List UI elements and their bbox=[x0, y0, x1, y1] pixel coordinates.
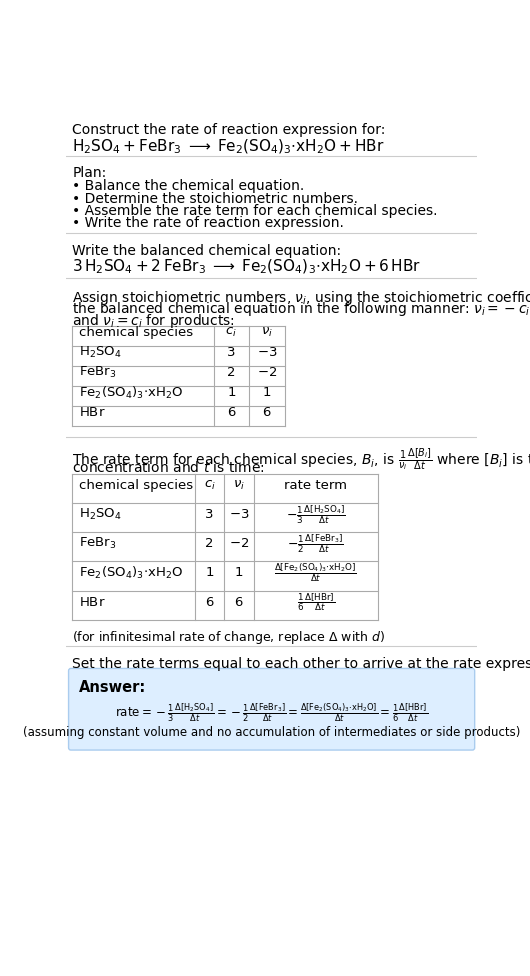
Text: $\mathrm{3\,H_2SO_4 + 2\,FeBr_3 \;\longrightarrow\; Fe_2(SO_4)_3{\cdot}xH_2O + 6: $\mathrm{3\,H_2SO_4 + 2\,FeBr_3 \;\longr… bbox=[73, 258, 422, 276]
Text: $c_i$: $c_i$ bbox=[225, 326, 237, 340]
Text: $\nu_i$: $\nu_i$ bbox=[261, 326, 273, 340]
Text: $6$: $6$ bbox=[234, 595, 244, 609]
Text: $6$: $6$ bbox=[262, 406, 272, 420]
Text: (assuming constant volume and no accumulation of intermediates or side products): (assuming constant volume and no accumul… bbox=[23, 726, 520, 739]
Text: Assign stoichiometric numbers, $\nu_i$, using the stoichiometric coefficients, $: Assign stoichiometric numbers, $\nu_i$, … bbox=[73, 289, 530, 306]
Text: 2: 2 bbox=[227, 366, 235, 380]
Text: $\mathrm{rate} = -\frac{1}{3}\frac{\Delta[\mathrm{H_2SO_4}]}{\Delta t} = -\frac{: $\mathrm{rate} = -\frac{1}{3}\frac{\Delt… bbox=[115, 702, 428, 724]
Text: Write the balanced chemical equation:: Write the balanced chemical equation: bbox=[73, 244, 341, 259]
Text: 3: 3 bbox=[206, 508, 214, 521]
Text: $1$: $1$ bbox=[262, 386, 271, 399]
Text: concentration and $t$ is time:: concentration and $t$ is time: bbox=[73, 460, 265, 474]
Text: 6: 6 bbox=[206, 595, 214, 609]
Text: $-3$: $-3$ bbox=[229, 508, 249, 521]
Text: $\mathrm{HBr}$: $\mathrm{HBr}$ bbox=[78, 595, 105, 609]
Text: $\frac{\Delta[\mathrm{Fe_2(SO_4)_3{\cdot}xH_2O}]}{\Delta t}$: $\frac{\Delta[\mathrm{Fe_2(SO_4)_3{\cdot… bbox=[275, 561, 357, 585]
Text: Plan:: Plan: bbox=[73, 166, 107, 181]
Text: $\mathrm{FeBr_3}$: $\mathrm{FeBr_3}$ bbox=[78, 365, 116, 381]
Text: $1$: $1$ bbox=[234, 566, 244, 580]
Text: • Write the rate of reaction expression.: • Write the rate of reaction expression. bbox=[73, 217, 344, 230]
Text: $\mathrm{H_2SO_4 + FeBr_3 \;\longrightarrow\; Fe_2(SO_4)_3{\cdot}xH_2O + HBr}$: $\mathrm{H_2SO_4 + FeBr_3 \;\longrightar… bbox=[73, 138, 385, 155]
Text: • Balance the chemical equation.: • Balance the chemical equation. bbox=[73, 180, 305, 193]
Text: the balanced chemical equation in the following manner: $\nu_i = -c_i$ for react: the balanced chemical equation in the fo… bbox=[73, 301, 530, 318]
Text: The rate term for each chemical species, $B_i$, is $\frac{1}{\nu_i}\frac{\Delta[: The rate term for each chemical species,… bbox=[73, 447, 530, 473]
Text: chemical species: chemical species bbox=[78, 478, 193, 492]
Text: $c_i$: $c_i$ bbox=[204, 478, 216, 492]
Text: Construct the rate of reaction expression for:: Construct the rate of reaction expressio… bbox=[73, 123, 386, 138]
Text: $-\frac{1}{3}\frac{\Delta[\mathrm{H_2SO_4}]}{\Delta t}$: $-\frac{1}{3}\frac{\Delta[\mathrm{H_2SO_… bbox=[286, 503, 346, 526]
Text: $\frac{1}{6}\frac{\Delta[\mathrm{HBr}]}{\Delta t}$: $\frac{1}{6}\frac{\Delta[\mathrm{HBr}]}{… bbox=[297, 591, 335, 613]
Text: • Determine the stoichiometric numbers.: • Determine the stoichiometric numbers. bbox=[73, 192, 358, 206]
Text: $\mathrm{FeBr_3}$: $\mathrm{FeBr_3}$ bbox=[78, 536, 116, 551]
Text: chemical species: chemical species bbox=[78, 326, 193, 340]
Text: $-\frac{1}{2}\frac{\Delta[\mathrm{FeBr_3}]}{\Delta t}$: $-\frac{1}{2}\frac{\Delta[\mathrm{FeBr_3… bbox=[287, 532, 344, 555]
Text: 6: 6 bbox=[227, 406, 235, 420]
Text: • Assemble the rate term for each chemical species.: • Assemble the rate term for each chemic… bbox=[73, 204, 438, 218]
Text: $\mathrm{Fe_2(SO_4)_3{\cdot}xH_2O}$: $\mathrm{Fe_2(SO_4)_3{\cdot}xH_2O}$ bbox=[78, 385, 183, 401]
Text: $\mathrm{H_2SO_4}$: $\mathrm{H_2SO_4}$ bbox=[78, 507, 121, 522]
Text: $\mathrm{H_2SO_4}$: $\mathrm{H_2SO_4}$ bbox=[78, 346, 121, 360]
Text: $\mathrm{HBr}$: $\mathrm{HBr}$ bbox=[78, 406, 105, 420]
Text: Set the rate terms equal to each other to arrive at the rate expression:: Set the rate terms equal to each other t… bbox=[73, 657, 530, 671]
Text: 2: 2 bbox=[206, 537, 214, 550]
Text: $\mathrm{Fe_2(SO_4)_3{\cdot}xH_2O}$: $\mathrm{Fe_2(SO_4)_3{\cdot}xH_2O}$ bbox=[78, 565, 183, 581]
Text: 1: 1 bbox=[206, 566, 214, 580]
Text: Answer:: Answer: bbox=[78, 680, 146, 695]
Text: (for infinitesimal rate of change, replace Δ with $d$): (for infinitesimal rate of change, repla… bbox=[73, 630, 385, 646]
Text: 3: 3 bbox=[227, 346, 235, 359]
Text: rate term: rate term bbox=[284, 478, 347, 492]
Text: $\nu_i$: $\nu_i$ bbox=[233, 478, 245, 492]
Text: $-3$: $-3$ bbox=[257, 346, 277, 359]
Text: $-2$: $-2$ bbox=[257, 366, 277, 380]
Text: and $\nu_i = c_i$ for products:: and $\nu_i = c_i$ for products: bbox=[73, 312, 235, 330]
Text: $-2$: $-2$ bbox=[229, 537, 249, 550]
Text: 1: 1 bbox=[227, 386, 235, 399]
FancyBboxPatch shape bbox=[68, 669, 475, 751]
